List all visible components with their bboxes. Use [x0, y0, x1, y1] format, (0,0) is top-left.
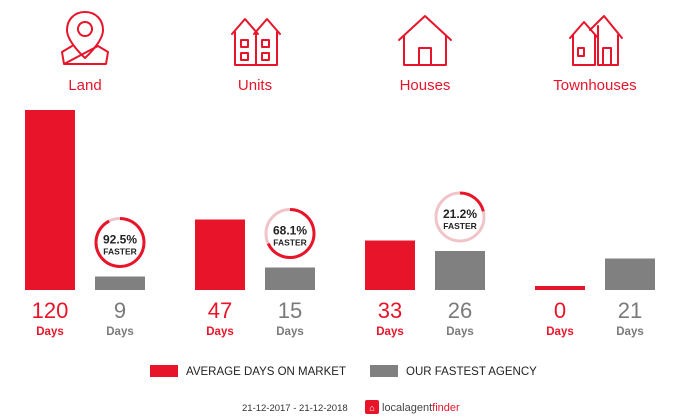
brand-finder: finder: [432, 402, 460, 414]
category-label-units: Units: [238, 77, 272, 94]
bar-agency-land: [95, 276, 145, 290]
badge-label: FASTER: [273, 238, 307, 248]
faster-badge-land: 92.5%FASTER: [94, 217, 146, 268]
legend-label-average: AVERAGE DAYS ON MARKET: [186, 366, 346, 378]
days-label-agency-houses: Days: [446, 326, 474, 338]
legend-label-agency: OUR FASTEST AGENCY: [406, 366, 537, 378]
bars: [25, 110, 655, 290]
legend: AVERAGE DAYS ON MARKET OUR FASTEST AGENC…: [150, 365, 537, 378]
days-label-average-houses: Days: [376, 326, 404, 338]
days-label-average-land: Days: [36, 326, 64, 338]
bar-average-units: [195, 219, 245, 290]
badge-label: FASTER: [103, 247, 137, 257]
faster-badge-houses: 21.2%FASTER: [434, 191, 486, 243]
svg-text:⌂: ⌂: [369, 403, 374, 413]
townhouses-icon: [569, 15, 623, 66]
map-pin-icon: [61, 11, 109, 65]
days-label-agency-units: Days: [276, 326, 304, 338]
days-label-average-units: Days: [206, 326, 234, 338]
bar-agency-houses: [435, 251, 485, 290]
days-label-agency-townhouses: Days: [616, 326, 644, 338]
value-labels: 120 Days 9 Days 47 Days 15 Days 33 Days 26 Days 0 Day…: [32, 298, 644, 338]
badge-percent: 21.2%: [443, 207, 477, 221]
date-range: 21-12-2017 - 21-12-2018: [242, 403, 348, 414]
legend-swatch-average: [150, 365, 178, 377]
units-building-icon: [231, 18, 281, 66]
value-agency-units: 15: [278, 298, 302, 323]
value-average-houses: 33: [378, 298, 402, 323]
value-average-units: 47: [208, 298, 232, 323]
bar-average-townhouses: [535, 286, 585, 290]
badge-percent: 92.5%: [103, 233, 137, 247]
faster-badge-units: 68.1%FASTER: [264, 208, 316, 259]
bar-agency-townhouses: [605, 258, 655, 290]
house-icon: [398, 15, 452, 66]
category-label-houses: Houses: [400, 77, 451, 94]
bar-agency-units: [265, 267, 315, 290]
badge-percent: 68.1%: [273, 224, 307, 238]
bar-average-houses: [365, 240, 415, 290]
footer: 21-12-2017 - 21-12-2018 ⌂ localagentfind…: [242, 400, 460, 414]
days-label-agency-land: Days: [106, 326, 134, 338]
brand-name: localagentfinder: [382, 402, 460, 414]
value-agency-houses: 26: [448, 298, 472, 323]
value-agency-townhouses: 21: [618, 298, 642, 323]
bar-average-land: [25, 110, 75, 290]
category-label-townhouses: Townhouses: [553, 77, 636, 94]
badge-label: FASTER: [443, 221, 477, 231]
value-average-townhouses: 0: [554, 298, 566, 323]
category-icons: [61, 11, 623, 66]
category-label-land: Land: [68, 77, 101, 94]
legend-swatch-agency: [370, 365, 398, 377]
category-labels: Land Units Houses Townhouses: [68, 77, 636, 94]
localagentfinder-logo-icon: ⌂: [365, 400, 379, 414]
days-label-average-townhouses: Days: [546, 326, 574, 338]
value-average-land: 120: [32, 298, 69, 323]
value-agency-land: 9: [114, 298, 126, 323]
brand-local: localagent: [382, 402, 432, 414]
